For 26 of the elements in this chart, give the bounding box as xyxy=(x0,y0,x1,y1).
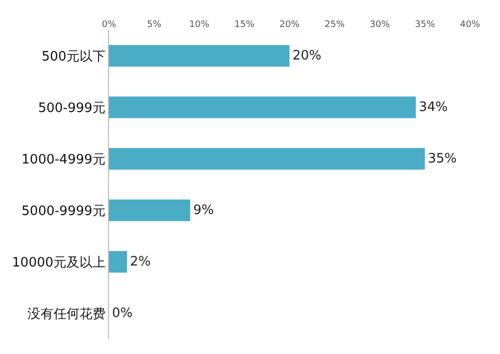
y-tick-label: 5000-9999元 xyxy=(22,204,106,219)
y-tick-label: 10000元及以上 xyxy=(12,255,106,270)
bar xyxy=(109,96,416,118)
y-tick-label: 没有任何花费 xyxy=(27,306,106,322)
x-tick-label: 35% xyxy=(414,20,436,30)
bar xyxy=(109,148,425,170)
x-tick-label: 20% xyxy=(279,20,300,30)
bar xyxy=(109,199,190,222)
x-tick-label: 15% xyxy=(234,20,255,30)
data-label: 0% xyxy=(112,306,133,321)
x-tick-label: 30% xyxy=(370,20,390,30)
x-tick-label: 40% xyxy=(460,20,480,30)
data-label: 35% xyxy=(428,151,457,166)
y-tick-label: 1000-4999元 xyxy=(22,152,106,168)
x-tick-label: 10% xyxy=(189,20,210,30)
data-label: 20% xyxy=(292,48,322,64)
x-tick-label: 0% xyxy=(102,20,117,30)
data-label: 9% xyxy=(193,202,214,218)
y-tick-label: 500-999元 xyxy=(38,100,106,116)
x-tick-label: 25% xyxy=(324,20,346,30)
bar xyxy=(109,250,128,273)
y-tick-label: 500元以下 xyxy=(42,49,106,64)
data-label: 34% xyxy=(418,100,448,115)
x-tick-label: 5% xyxy=(146,20,162,30)
bar xyxy=(109,44,290,67)
data-label: 2% xyxy=(130,254,151,270)
